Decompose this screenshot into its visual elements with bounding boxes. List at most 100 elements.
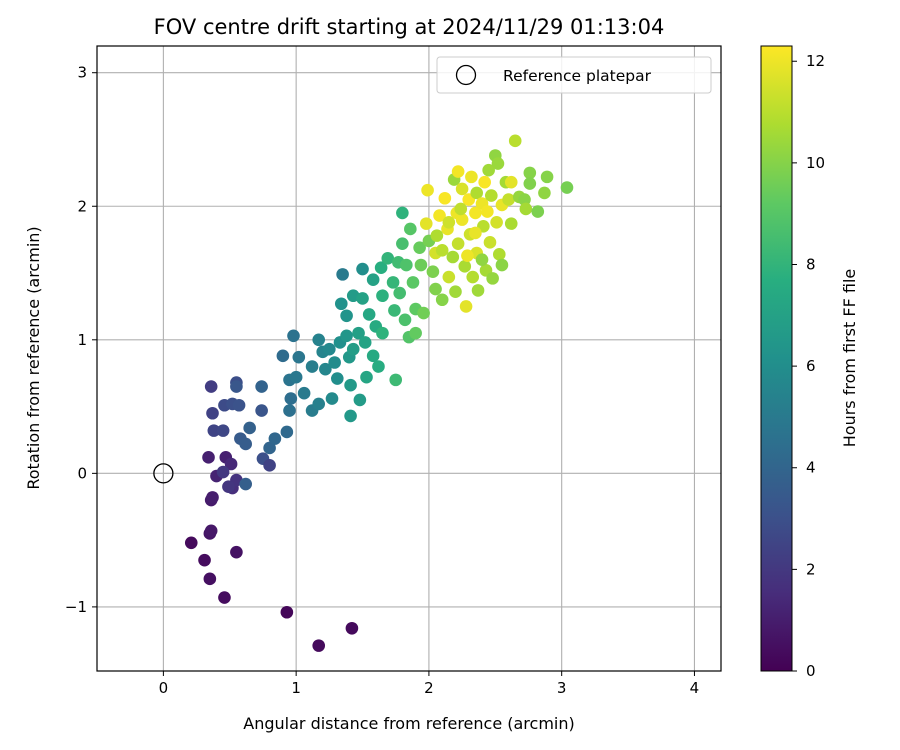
data-point	[312, 333, 326, 347]
data-point	[438, 191, 452, 205]
x-axis-label: Angular distance from reference (arcmin)	[243, 714, 574, 733]
data-point	[224, 457, 238, 471]
data-point	[442, 270, 456, 284]
data-point	[356, 262, 369, 276]
data-point	[243, 421, 256, 435]
x-tick-label: 2	[424, 679, 434, 697]
data-point	[435, 293, 449, 307]
x-tick-label: 0	[159, 679, 169, 697]
data-point	[218, 591, 231, 604]
data-point	[421, 183, 434, 197]
data-point	[409, 326, 422, 340]
data-point	[203, 572, 217, 586]
data-point	[419, 217, 433, 230]
data-point	[280, 605, 294, 619]
colorbar	[760, 45, 793, 672]
data-point	[466, 270, 480, 284]
data-point	[490, 215, 503, 229]
y-tick-label: 0	[77, 464, 87, 482]
data-point	[340, 329, 353, 343]
data-point	[198, 553, 211, 567]
data-point	[340, 309, 353, 323]
data-point	[376, 289, 389, 303]
data-point	[284, 392, 298, 405]
data-point	[312, 639, 326, 652]
data-point	[458, 260, 472, 273]
data-point	[376, 326, 389, 340]
data-point	[323, 342, 336, 356]
data-point	[465, 170, 478, 184]
data-point	[486, 272, 499, 285]
data-point	[352, 326, 365, 340]
data-point	[202, 451, 215, 464]
data-point	[455, 182, 469, 196]
data-point	[312, 397, 326, 411]
data-point	[356, 292, 369, 305]
data-point	[344, 378, 357, 392]
data-point	[518, 193, 531, 206]
data-point	[485, 189, 498, 202]
colorbar-tick-label: 4	[806, 459, 816, 477]
data-point	[388, 304, 401, 317]
data-point	[184, 536, 198, 550]
data-point	[398, 313, 412, 327]
data-point	[268, 432, 282, 445]
y-axis-label: Rotation from reference (arcmin)	[24, 226, 43, 489]
data-point	[482, 163, 495, 177]
y-tick-label: 3	[77, 64, 87, 82]
colorbar-label: Hours from first FF file	[840, 269, 859, 448]
data-point	[406, 276, 420, 289]
x-tick-label: 3	[557, 679, 567, 697]
data-point	[283, 404, 296, 417]
data-point	[393, 286, 407, 300]
chart-title: FOV centre drift starting at 2024/11/29 …	[154, 15, 665, 39]
data-point	[204, 380, 218, 393]
legend-box	[436, 56, 712, 94]
data-point	[469, 226, 482, 240]
plot-frame	[96, 45, 722, 672]
colorbar-tick-label: 0	[806, 662, 816, 680]
colorbar-ticks: 0 2 4 6 8 10 12	[792, 52, 825, 680]
plot-area	[97, 46, 721, 671]
data-point	[451, 237, 465, 250]
colorbar-tick-label: 10	[806, 154, 825, 172]
data-point	[414, 258, 428, 272]
data-point	[328, 356, 341, 369]
data-point	[336, 268, 349, 281]
data-point	[417, 306, 430, 320]
data-point	[353, 393, 367, 407]
data-point	[400, 258, 413, 272]
data-point	[255, 380, 268, 393]
data-point	[469, 206, 482, 220]
data-point	[519, 202, 533, 216]
reference-platepar-marker	[153, 463, 174, 484]
data-point	[263, 459, 276, 472]
data-point	[560, 181, 574, 194]
data-point	[540, 170, 554, 184]
x-tick-label: 1	[291, 679, 301, 697]
data-point	[230, 380, 243, 393]
data-point	[386, 276, 400, 289]
data-point	[255, 404, 268, 417]
data-point	[475, 253, 489, 266]
data-point	[297, 386, 311, 400]
data-point	[232, 398, 246, 412]
colorbar-tick-label: 12	[806, 52, 825, 70]
data-point	[331, 372, 344, 385]
data-point	[495, 258, 509, 272]
data-point	[508, 134, 522, 148]
data-point	[449, 285, 462, 299]
data-point	[239, 477, 252, 491]
data-point	[531, 205, 545, 218]
data-point	[305, 360, 319, 373]
x-tick-label: 4	[690, 679, 700, 697]
data-point	[413, 241, 426, 254]
data-point	[446, 250, 460, 264]
data-point	[492, 248, 506, 261]
data-point	[325, 392, 339, 405]
data-point	[478, 175, 491, 189]
data-point	[239, 437, 252, 451]
data-point	[435, 244, 449, 257]
data-point	[523, 166, 537, 180]
